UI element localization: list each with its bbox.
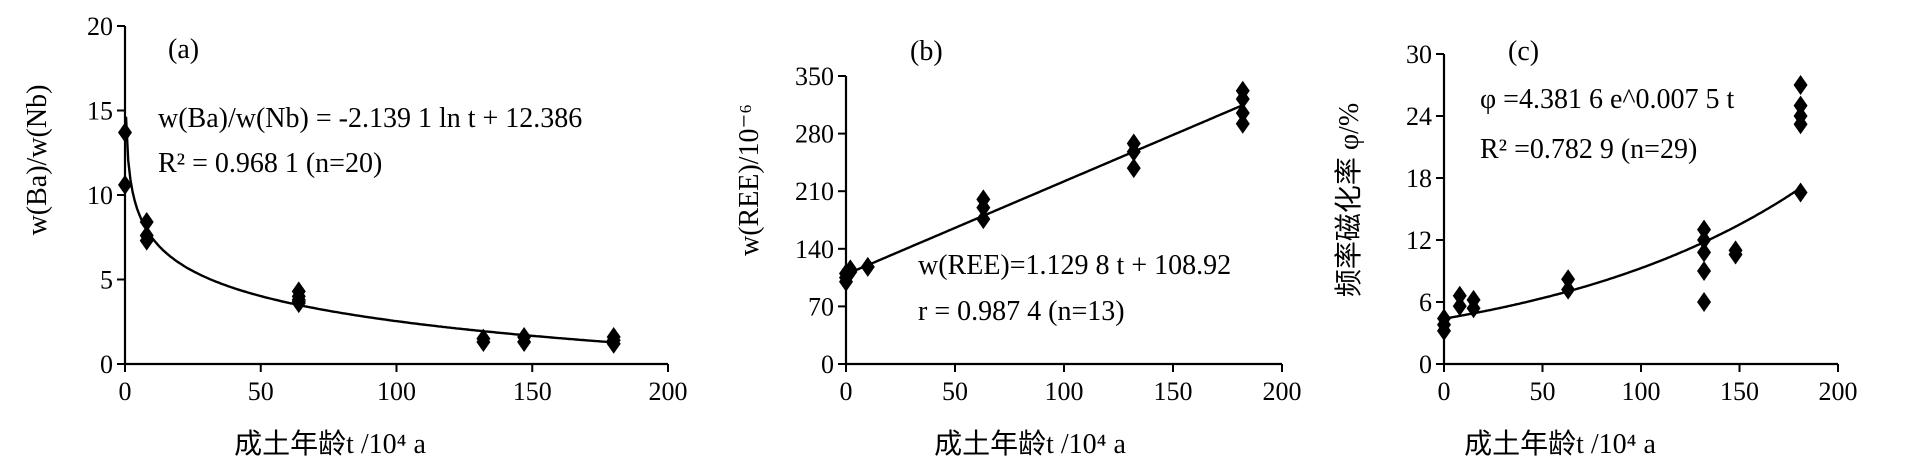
panel-c-ytick-label: 18	[1406, 164, 1432, 193]
panel-a-equation: w(Ba)/w(Nb) = -2.139 1 ln t + 12.386	[158, 103, 582, 134]
panel-a-ytick-label: 0	[100, 350, 113, 379]
panel-b-ylabel: w(REE)/10⁻⁶	[734, 104, 765, 256]
panel-c-ytick-label: 24	[1406, 102, 1432, 131]
panel-c-data-point	[1728, 240, 1743, 261]
panel-c-data-point	[1793, 75, 1808, 95]
panel-b-data-point	[1126, 158, 1141, 179]
panel-c-ylabel: 频率磁化率 φ/%	[1333, 103, 1365, 297]
panel-c-data-point	[1697, 242, 1712, 263]
panel-a-data-point	[118, 174, 132, 195]
panel-b-label: (b)	[910, 36, 943, 67]
panel-a-data-point	[139, 230, 154, 251]
panel-c-ytick-label: 6	[1419, 288, 1432, 317]
panel-a-data-point	[606, 333, 621, 354]
panel-a-xtick-label: 200	[649, 377, 688, 406]
panel-a-label: (a)	[168, 34, 199, 65]
panel-a-data-point	[476, 332, 491, 353]
panel-b-data-point	[1235, 113, 1250, 134]
panel-c-data-point	[1466, 289, 1481, 310]
panel-a-fit-line	[124, 116, 614, 344]
panel-b-data-point	[1235, 103, 1250, 124]
panel-c-fit-line	[1443, 186, 1802, 320]
panel-a-ytick-label: 15	[87, 97, 113, 126]
panel-b-data-point	[976, 209, 991, 230]
panel-b-xtick-label: 150	[1154, 377, 1193, 406]
panel-c: (c) φ =4.381 6 e^0.007 5 t R² =0.782 9 (…	[1333, 36, 1858, 460]
panel-c-data-point	[1437, 308, 1451, 329]
panel-c-data-point	[1793, 106, 1808, 126]
panel-a: (a) w(Ba)/w(Nb) = -2.139 1 ln t + 12.386…	[22, 12, 688, 460]
panel-c-data-point	[1561, 279, 1576, 300]
panel-a-xlabel: 成土年龄t /10⁴ a	[234, 428, 426, 460]
panel-b-fit-line	[845, 104, 1244, 276]
panel-c-xtick-label: 0	[1438, 377, 1451, 406]
panel-c-xtick-label: 50	[1530, 377, 1556, 406]
panel-c-xlabel: 成土年龄t /10⁴ a	[1464, 428, 1656, 460]
panel-b-xtick-label: 50	[942, 377, 968, 406]
panel-b-ytick-label: 280	[795, 120, 834, 149]
panel-c-xtick-label: 200	[1819, 377, 1858, 406]
panel-b-ytick-label: 0	[821, 350, 834, 379]
panel-c-xtick-label: 150	[1720, 377, 1759, 406]
panel-a-xtick-label: 100	[377, 377, 416, 406]
panel-b-data-point	[976, 189, 991, 210]
panel-a-data-point	[291, 291, 306, 312]
panel-b-ytick-label: 210	[795, 177, 834, 206]
panel-b-xtick-label: 200	[1263, 377, 1302, 406]
panel-b-data-point	[1126, 133, 1141, 154]
panel-a-xtick-label: 0	[119, 377, 132, 406]
panel-c-ytick-label: 30	[1406, 40, 1432, 69]
panel-c-ytick-label: 12	[1406, 226, 1432, 255]
panel-a-data-point	[139, 212, 154, 233]
panel-b-ytick-label: 140	[795, 235, 834, 264]
panel-b-data-point	[1235, 80, 1250, 101]
panel-c-equation: φ =4.381 6 e^0.007 5 t	[1480, 84, 1735, 115]
panel-c-r-label: R² =0.782 9 (n=29)	[1480, 134, 1697, 165]
panel-b-equation: w(REE)=1.129 8 t + 108.92	[918, 250, 1231, 281]
panel-a-data-point	[118, 122, 132, 143]
panel-b: (b) w(REE)=1.129 8 t + 108.92 r = 0.987 …	[734, 36, 1302, 460]
panel-b-r-label: r = 0.987 4 (n=13)	[918, 296, 1125, 327]
panel-a-data-point	[517, 332, 532, 353]
panel-c-data-point	[1452, 285, 1467, 306]
panel-b-ytick-label: 70	[808, 292, 834, 321]
panel-b-xtick-label: 0	[840, 377, 853, 406]
panel-c-xtick-label: 100	[1622, 377, 1661, 406]
panel-c-data-point	[1452, 296, 1467, 317]
panel-c-data-point	[1697, 292, 1712, 312]
panel-b-xtick-label: 100	[1045, 377, 1084, 406]
panel-c-ytick-label: 0	[1419, 350, 1432, 379]
panel-b-ytick-label: 350	[795, 62, 834, 91]
panel-a-ytick-label: 20	[87, 12, 113, 41]
panel-a-xtick-label: 150	[513, 377, 552, 406]
panel-c-data-point	[1561, 269, 1576, 290]
panel-a-ytick-label: 10	[87, 181, 113, 210]
panel-c-data-point	[1697, 219, 1712, 240]
panel-c-data-point	[1697, 261, 1712, 281]
panel-c-label: (c)	[1508, 36, 1539, 67]
panel-a-ylabel: w(Ba)/w(Nb)	[22, 85, 53, 236]
panel-b-data-point	[843, 259, 858, 280]
panel-a-xtick-label: 50	[248, 377, 274, 406]
panel-c-data-point	[1793, 182, 1808, 203]
panel-c-data-point	[1793, 95, 1808, 116]
panel-b-xlabel: 成土年龄t /10⁴ a	[934, 428, 1126, 460]
panel-c-data-point	[1697, 230, 1712, 250]
panel-a-ytick-label: 5	[100, 266, 113, 295]
panel-a-r-label: R² = 0.968 1 (n=20)	[158, 148, 382, 179]
panel-b-data-point	[860, 256, 875, 277]
